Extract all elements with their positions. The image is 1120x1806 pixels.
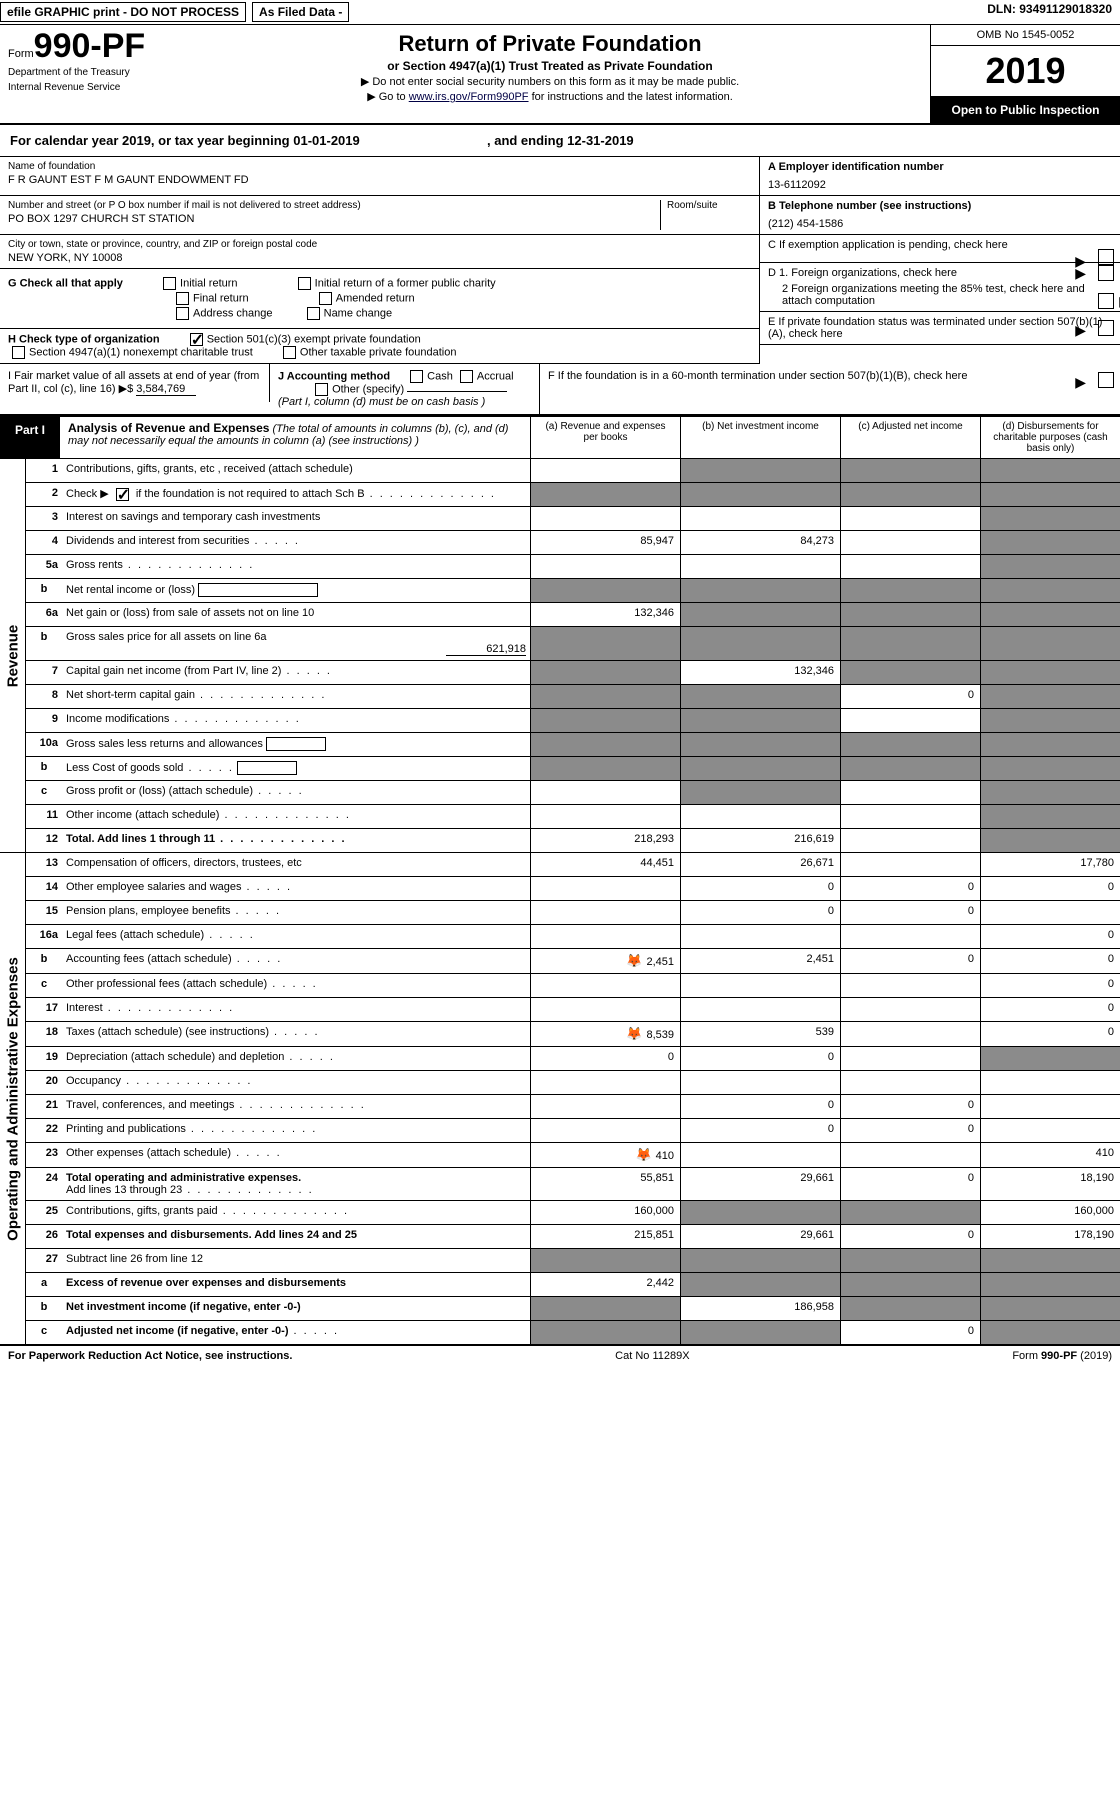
line-7: 7 Capital gain net income (from Part IV,…	[26, 661, 1120, 685]
dln: DLN: 93491129018320	[979, 0, 1120, 24]
attach-icon-18[interactable]: 🦊	[626, 1026, 642, 1041]
line-5b: b Net rental income or (loss)	[26, 579, 1120, 603]
line-16b: b Accounting fees (attach schedule) 🦊2,4…	[26, 949, 1120, 974]
chk-d2[interactable]	[1098, 293, 1114, 309]
line-5a: 5a Gross rents	[26, 555, 1120, 579]
line-27b: b Net investment income (if negative, en…	[26, 1297, 1120, 1321]
footer: For Paperwork Reduction Act Notice, see …	[0, 1345, 1120, 1366]
note-link: ▶ Go to www.irs.gov/Form990PF for instru…	[178, 90, 922, 103]
chk-final[interactable]	[176, 292, 189, 305]
chk-4947[interactable]	[12, 346, 25, 359]
line-18: 18 Taxes (attach schedule) (see instruct…	[26, 1022, 1120, 1047]
note-ssn: ▶ Do not enter social security numbers o…	[178, 75, 922, 88]
section-d1: D 1. Foreign organizations, check here ▶…	[760, 263, 1120, 312]
col-d-header: (d) Disbursements for charitable purpose…	[980, 417, 1120, 458]
expenses-label: Operating and Administrative Expenses	[0, 853, 26, 1345]
line-22: 22 Printing and publications 00	[26, 1119, 1120, 1143]
col-b-header: (b) Net investment income	[680, 417, 840, 458]
chk-other-tax[interactable]	[283, 346, 296, 359]
line-20: 20 Occupancy	[26, 1071, 1120, 1095]
line-6b: b Gross sales price for all assets on li…	[26, 627, 1120, 661]
part1-header: Part I Analysis of Revenue and Expenses …	[0, 415, 1120, 459]
section-f: F If the foundation is in a 60-month ter…	[540, 364, 1120, 388]
form-subtitle: or Section 4947(a)(1) Trust Treated as P…	[178, 59, 922, 73]
attach-icon-23[interactable]: 🦊	[635, 1147, 651, 1162]
form-title-block: Return of Private Foundation or Section …	[170, 25, 930, 123]
city-block: City or town, state or province, country…	[0, 235, 759, 269]
chk-501c3[interactable]	[190, 333, 203, 346]
foundation-name-block: Name of foundation F R GAUNT EST F M GAU…	[0, 157, 760, 195]
line-4: 4 Dividends and interest from securities…	[26, 531, 1120, 555]
line-25: 25 Contributions, gifts, grants paid 160…	[26, 1201, 1120, 1225]
line-10c: c Gross profit or (loss) (attach schedul…	[26, 781, 1120, 805]
line-23: 23 Other expenses (attach schedule) 🦊410…	[26, 1143, 1120, 1168]
efile-notice: efile GRAPHIC print - DO NOT PROCESS	[0, 2, 246, 22]
line-13: 13 Compensation of officers, directors, …	[26, 853, 1120, 877]
address-block: Number and street (or P O box number if …	[0, 196, 760, 234]
open-to-public: Open to Public Inspection	[931, 97, 1120, 123]
line-16a: 16a Legal fees (attach schedule) 0	[26, 925, 1120, 949]
line-17: 17 Interest 0	[26, 998, 1120, 1022]
tax-year: 2019	[931, 46, 1120, 97]
chk-sch-b[interactable]	[116, 488, 129, 501]
line-12: 12 Total. Add lines 1 through 11 218,293…	[26, 829, 1120, 853]
line-27a: a Excess of revenue over expenses and di…	[26, 1273, 1120, 1297]
chk-address[interactable]	[176, 307, 189, 320]
form-identity: Form990-PF Department of the Treasury In…	[0, 25, 170, 123]
line-8: 8 Net short-term capital gain 0	[26, 685, 1120, 709]
line-16c: c Other professional fees (attach schedu…	[26, 974, 1120, 998]
section-c: C If exemption application is pending, c…	[760, 235, 1120, 263]
col-c-header: (c) Adjusted net income	[840, 417, 980, 458]
section-h: H Check type of organization Section 501…	[0, 329, 759, 364]
line-21: 21 Travel, conferences, and meetings 00	[26, 1095, 1120, 1119]
line-2: 2 Check ▶ if the foundation is not requi…	[26, 483, 1120, 507]
attach-icon-16b[interactable]: 🦊	[626, 953, 642, 968]
chk-initial-former[interactable]	[298, 277, 311, 290]
topbar: efile GRAPHIC print - DO NOT PROCESS As …	[0, 0, 1120, 25]
line-6a: 6a Net gain or (loss) from sale of asset…	[26, 603, 1120, 627]
chk-initial[interactable]	[163, 277, 176, 290]
form-header: Form990-PF Department of the Treasury In…	[0, 25, 1120, 125]
line-10a: 10a Gross sales less returns and allowan…	[26, 733, 1120, 757]
chk-name[interactable]	[307, 307, 320, 320]
chk-accrual[interactable]	[460, 370, 473, 383]
calendar-year-line: For calendar year 2019, or tax year begi…	[0, 125, 1120, 157]
line-19: 19 Depreciation (attach schedule) and de…	[26, 1047, 1120, 1071]
chk-amended[interactable]	[319, 292, 332, 305]
ein-block: A Employer identification number 13-6112…	[760, 157, 1120, 195]
line-26: 26 Total expenses and disbursements. Add…	[26, 1225, 1120, 1249]
line-11: 11 Other income (attach schedule)	[26, 805, 1120, 829]
header-right: OMB No 1545-0052 2019 Open to Public Ins…	[930, 25, 1120, 123]
chk-f[interactable]	[1098, 372, 1114, 388]
line-10b: b Less Cost of goods sold	[26, 757, 1120, 781]
chk-cash[interactable]	[410, 370, 423, 383]
chk-d1[interactable]	[1098, 265, 1114, 281]
line-24: 24 Total operating and administrative ex…	[26, 1168, 1120, 1201]
line-1: 1 Contributions, gifts, grants, etc , re…	[26, 459, 1120, 483]
omb-number: OMB No 1545-0052	[931, 25, 1120, 46]
section-j: J Accounting method Cash Accrual Other (…	[270, 364, 540, 414]
irs-link[interactable]: www.irs.gov/Form990PF	[409, 91, 529, 103]
line-3: 3 Interest on savings and temporary cash…	[26, 507, 1120, 531]
col-a-header: (a) Revenue and expenses per books	[530, 417, 680, 458]
phone-block: B Telephone number (see instructions) (2…	[760, 196, 1120, 234]
line-14: 14 Other employee salaries and wages 000	[26, 877, 1120, 901]
asfiled-notice: As Filed Data -	[252, 2, 349, 22]
section-e: E If private foundation status was termi…	[760, 312, 1120, 345]
line-27c: c Adjusted net income (if negative, ente…	[26, 1321, 1120, 1345]
form-title: Return of Private Foundation	[178, 31, 922, 57]
section-g: G Check all that apply Initial return In…	[0, 269, 759, 329]
chk-e[interactable]	[1098, 320, 1114, 336]
line-9: 9 Income modifications	[26, 709, 1120, 733]
line-27: 27 Subtract line 26 from line 12	[26, 1249, 1120, 1273]
line-15: 15 Pension plans, employee benefits 00	[26, 901, 1120, 925]
revenue-label: Revenue	[0, 459, 26, 853]
chk-other-method[interactable]	[315, 383, 328, 396]
section-i: I Fair market value of all assets at end…	[0, 364, 270, 402]
